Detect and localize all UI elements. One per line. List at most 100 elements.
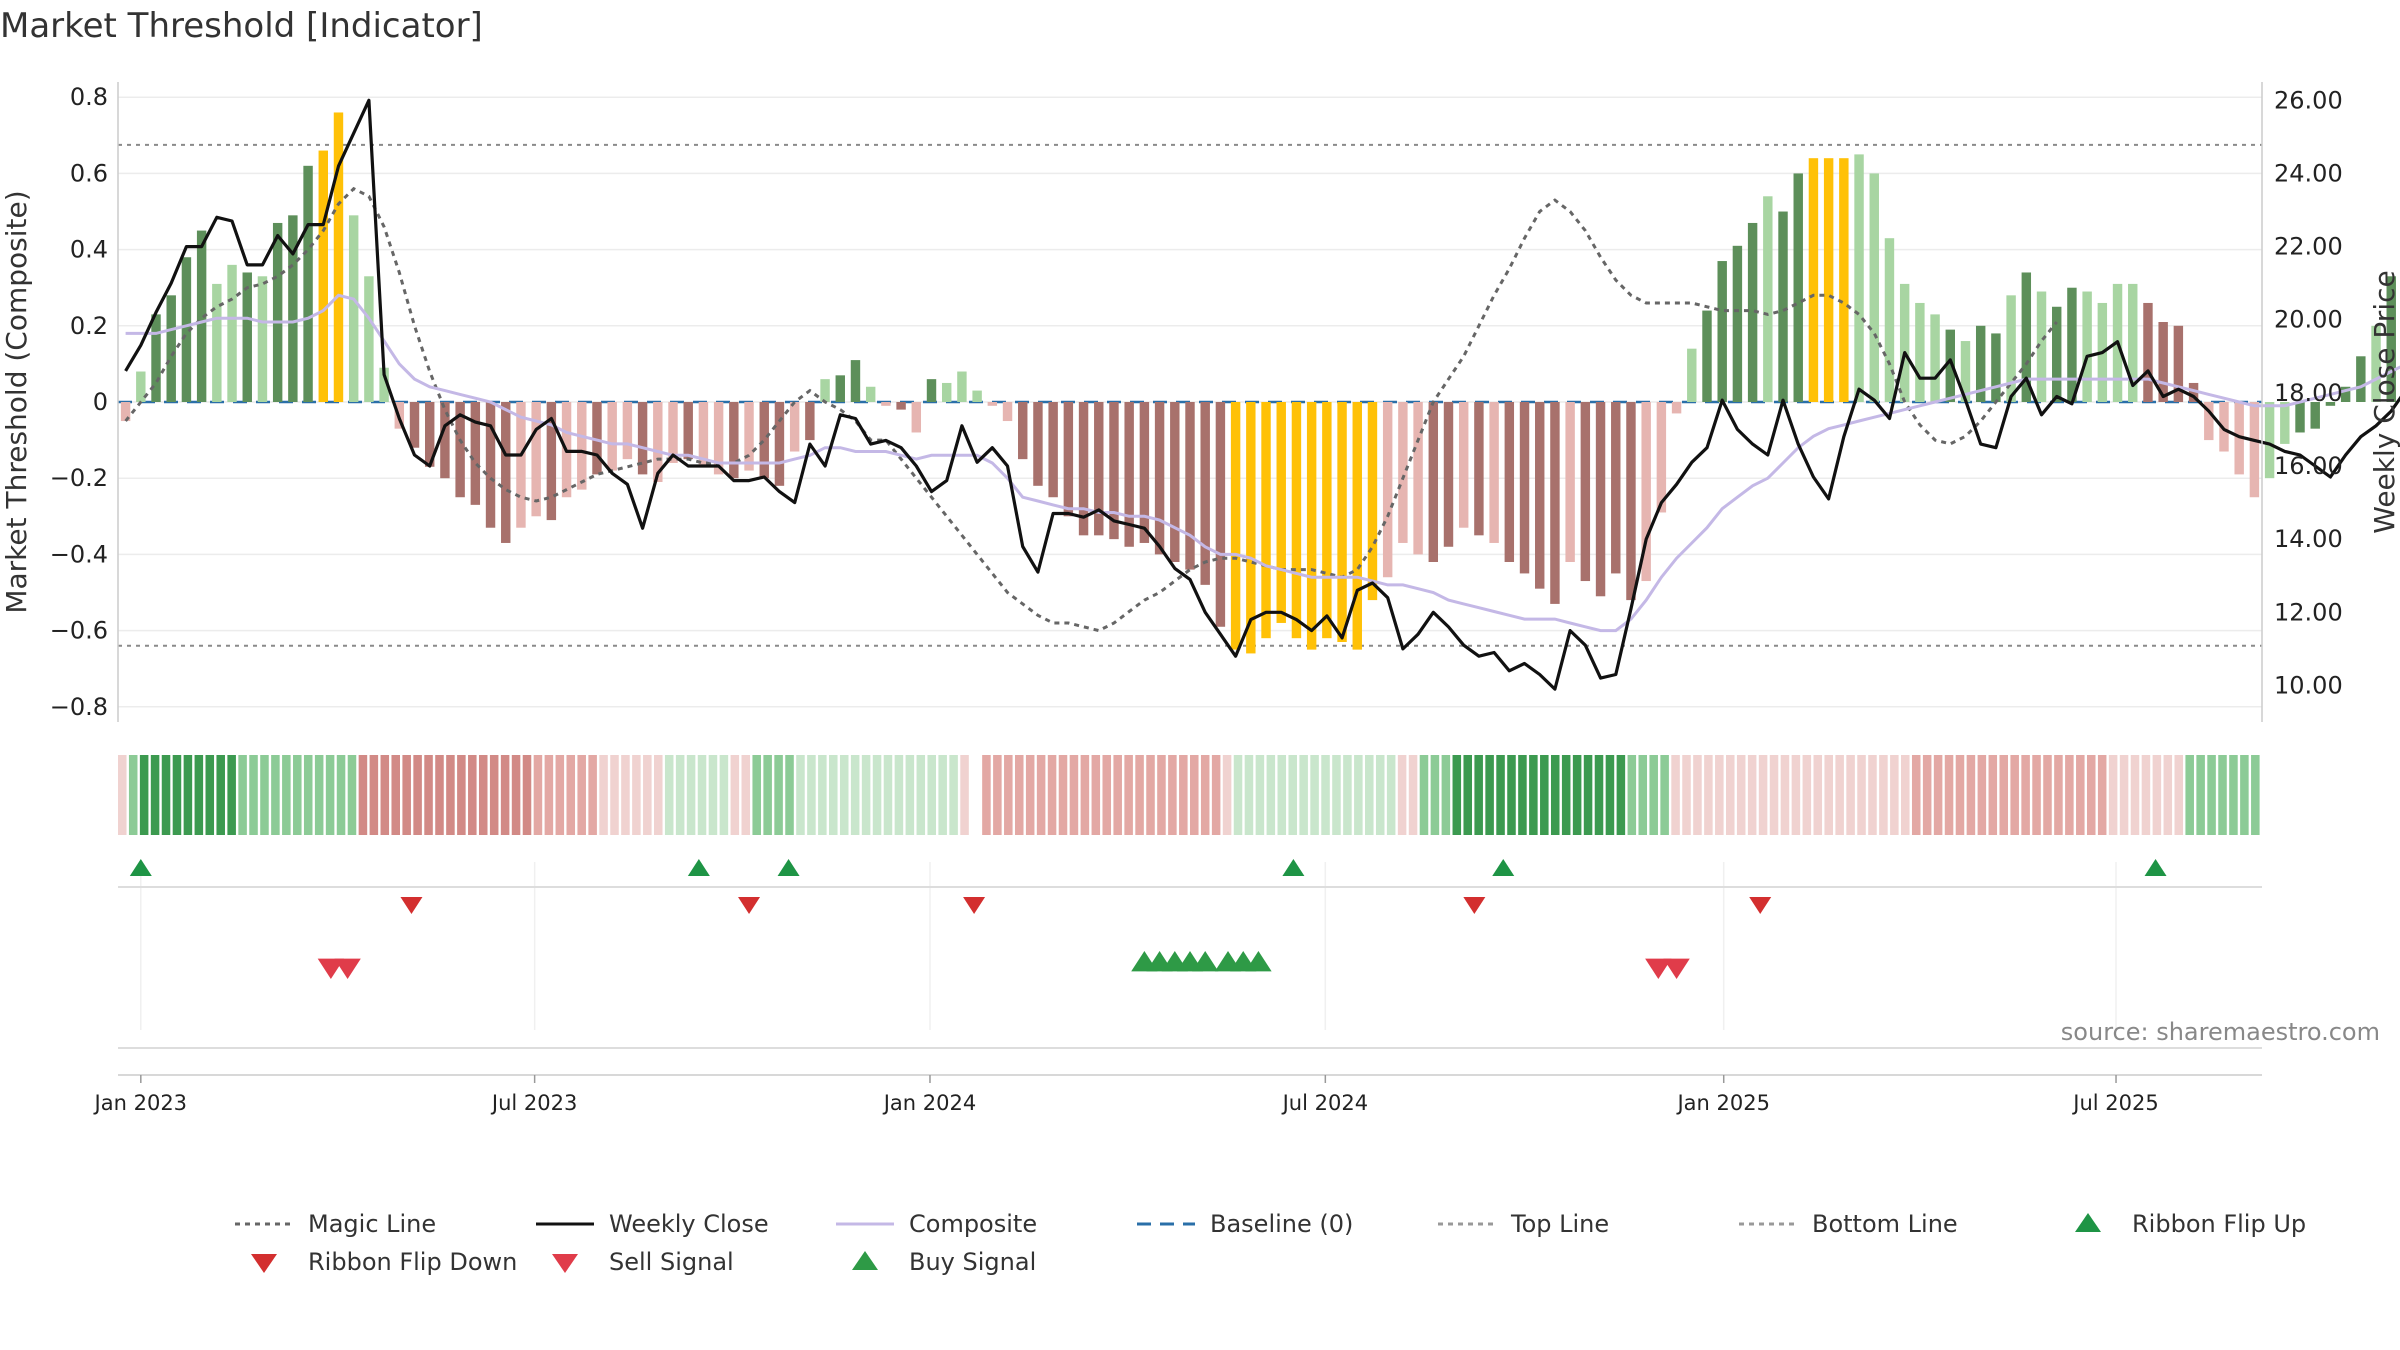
ribbon-cell bbox=[1452, 755, 1462, 835]
composite-bar bbox=[1109, 402, 1119, 540]
composite-bar bbox=[2021, 272, 2032, 402]
composite-bar bbox=[1641, 402, 1651, 582]
ribbon-cell bbox=[1704, 755, 1713, 835]
ribbon-cell bbox=[1288, 755, 1297, 835]
ribbon-cell bbox=[1726, 755, 1735, 835]
sell-signal-marker bbox=[1663, 958, 1690, 979]
buy-signal-marker bbox=[1245, 951, 1272, 972]
composite-bar bbox=[653, 402, 663, 482]
composite-bar bbox=[2128, 283, 2138, 402]
composite-bar bbox=[1306, 402, 1317, 650]
legend-item: Magic Line bbox=[235, 1210, 436, 1238]
ribbon-cell bbox=[916, 755, 926, 835]
composite-bar bbox=[1975, 325, 1986, 402]
y-tick-label: −0.8 bbox=[50, 693, 108, 721]
ribbon-cell bbox=[927, 755, 937, 835]
ribbon-cell bbox=[1649, 755, 1658, 835]
composite-bar bbox=[501, 402, 511, 543]
composite-bar bbox=[1002, 402, 1013, 422]
composite-bar bbox=[425, 402, 435, 467]
ribbon-cell bbox=[719, 755, 729, 835]
composite-bar bbox=[1276, 402, 1286, 623]
composite-bar bbox=[713, 402, 724, 475]
composite-bar bbox=[865, 386, 876, 402]
ribbon-cell bbox=[1244, 755, 1254, 835]
ribbon-cell bbox=[763, 755, 772, 835]
ribbon-cell bbox=[1660, 755, 1669, 835]
composite-bar bbox=[850, 360, 861, 402]
ribbon-cell bbox=[1583, 755, 1593, 835]
ribbon-cell bbox=[807, 755, 816, 835]
ribbon-cell bbox=[1080, 755, 1090, 835]
composite-bar bbox=[1382, 402, 1393, 578]
ribbon-cell bbox=[380, 755, 390, 835]
legend-item: Bottom Line bbox=[1739, 1210, 1958, 1238]
composite-bar bbox=[2188, 382, 2199, 402]
ribbon-flip-up-marker bbox=[687, 859, 710, 876]
ribbon-cell bbox=[610, 755, 619, 835]
composite-bars bbox=[120, 112, 2396, 654]
composite-bar bbox=[1808, 158, 1819, 402]
legend-swatch bbox=[552, 1254, 578, 1273]
ribbon-cell bbox=[599, 755, 608, 835]
composite-bar bbox=[1869, 173, 1879, 402]
legend-item: Ribbon Flip Down bbox=[251, 1248, 517, 1276]
ribbon-cell bbox=[150, 755, 160, 835]
ribbon-cell bbox=[1682, 755, 1691, 835]
ribbon-cell bbox=[1540, 755, 1549, 835]
ribbon-cell bbox=[1846, 755, 1855, 835]
ribbon-cell bbox=[183, 755, 193, 835]
legend-label: Baseline (0) bbox=[1210, 1210, 1353, 1238]
legend: Magic Line Weekly Close Composite Baseline … bbox=[235, 1210, 2306, 1276]
ribbon-cell bbox=[446, 755, 455, 835]
composite-bar bbox=[1854, 154, 1864, 402]
ribbon-cell bbox=[194, 755, 204, 835]
ribbon-cell bbox=[161, 755, 171, 835]
ribbon-cell bbox=[1014, 755, 1024, 835]
legend-item: Composite bbox=[836, 1210, 1037, 1238]
composite-bar bbox=[805, 402, 815, 441]
ribbon-cell bbox=[172, 755, 182, 835]
ribbon-cell bbox=[1572, 755, 1582, 835]
composite-bar bbox=[911, 402, 922, 433]
ribbon-cell bbox=[861, 755, 871, 835]
ribbon-cell bbox=[675, 755, 685, 835]
ribbon-cell bbox=[1518, 755, 1527, 835]
composite-bar bbox=[364, 276, 374, 402]
ribbon-cell bbox=[1988, 755, 1998, 835]
composite-bar bbox=[2204, 402, 2214, 441]
ribbon-cell bbox=[2108, 755, 2118, 835]
ribbon-cell bbox=[489, 755, 499, 835]
composite-bar bbox=[1215, 402, 1226, 627]
ribbon-cell bbox=[118, 755, 127, 835]
ribbon-cell bbox=[2021, 755, 2030, 835]
ribbon-cell bbox=[1780, 755, 1790, 835]
composite-bar bbox=[1535, 402, 1545, 589]
ribbon-cell bbox=[293, 755, 302, 835]
composite-bar bbox=[2143, 302, 2153, 402]
ribbon-cell bbox=[533, 755, 543, 835]
ribbon-cell bbox=[818, 755, 827, 835]
ribbon-cell bbox=[500, 755, 510, 835]
ribbon-cell bbox=[577, 755, 586, 835]
y2-tick-label: 12.00 bbox=[2274, 598, 2343, 626]
composite-bar bbox=[272, 222, 283, 402]
ribbon-cell bbox=[325, 755, 335, 835]
y-tick-label: −0.4 bbox=[50, 540, 108, 568]
composite-bar bbox=[759, 402, 769, 479]
composite-bar bbox=[1991, 333, 2001, 402]
legend-swatch bbox=[251, 1254, 277, 1273]
ribbon-cell bbox=[949, 755, 958, 835]
ribbon-cell bbox=[883, 755, 893, 835]
composite-bar bbox=[2067, 287, 2077, 402]
ribbon-strip bbox=[118, 755, 2260, 835]
ribbon-cell bbox=[205, 755, 215, 835]
composite-bar bbox=[1504, 402, 1515, 562]
composite-bar bbox=[1063, 402, 1074, 517]
ribbon-cell bbox=[1113, 755, 1122, 835]
sell-signal-marker bbox=[334, 958, 361, 979]
legend-label: Top Line bbox=[1510, 1210, 1609, 1238]
ribbon-cell bbox=[2130, 755, 2140, 835]
composite-bar bbox=[820, 379, 830, 402]
composite-bar bbox=[257, 276, 268, 402]
